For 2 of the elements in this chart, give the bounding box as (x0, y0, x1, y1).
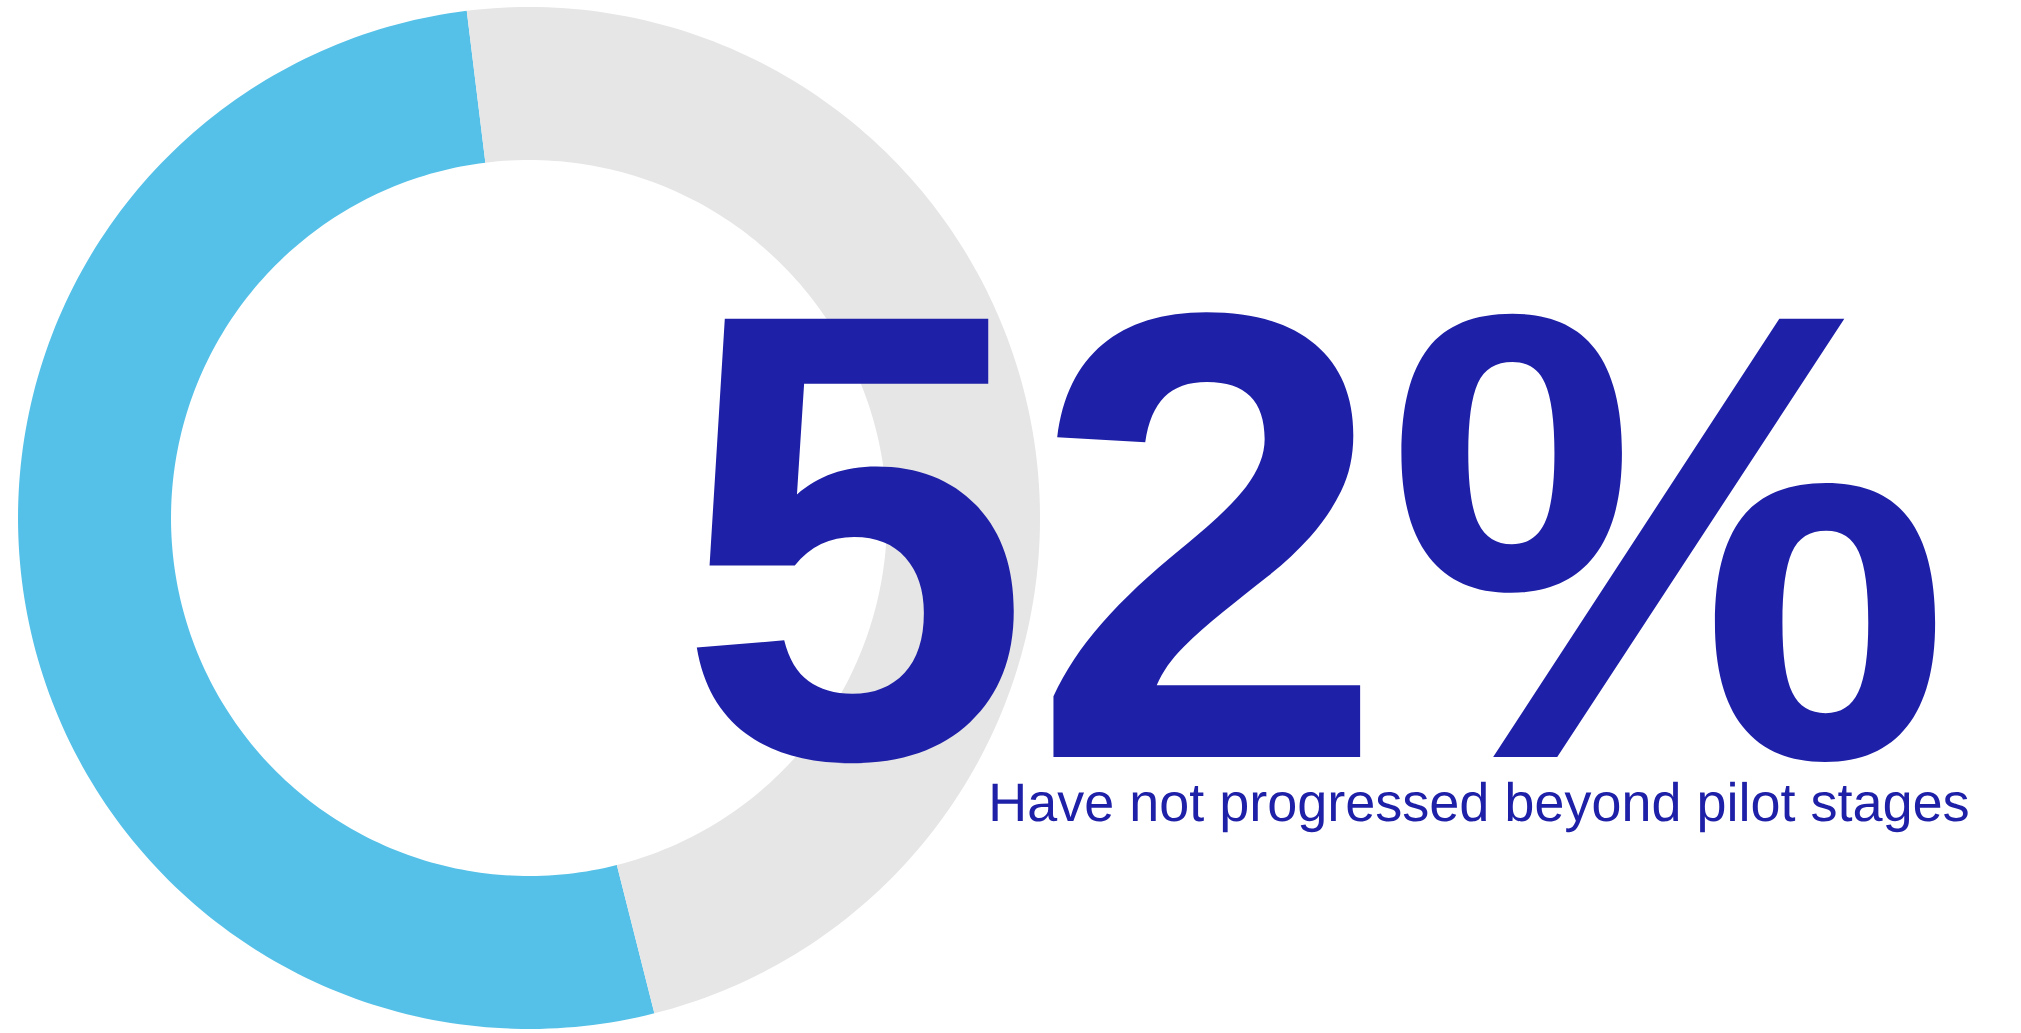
text: Have not progressed beyond pilot stages (992, 781, 1968, 833)
text: 52% (696, 312, 1936, 764)
